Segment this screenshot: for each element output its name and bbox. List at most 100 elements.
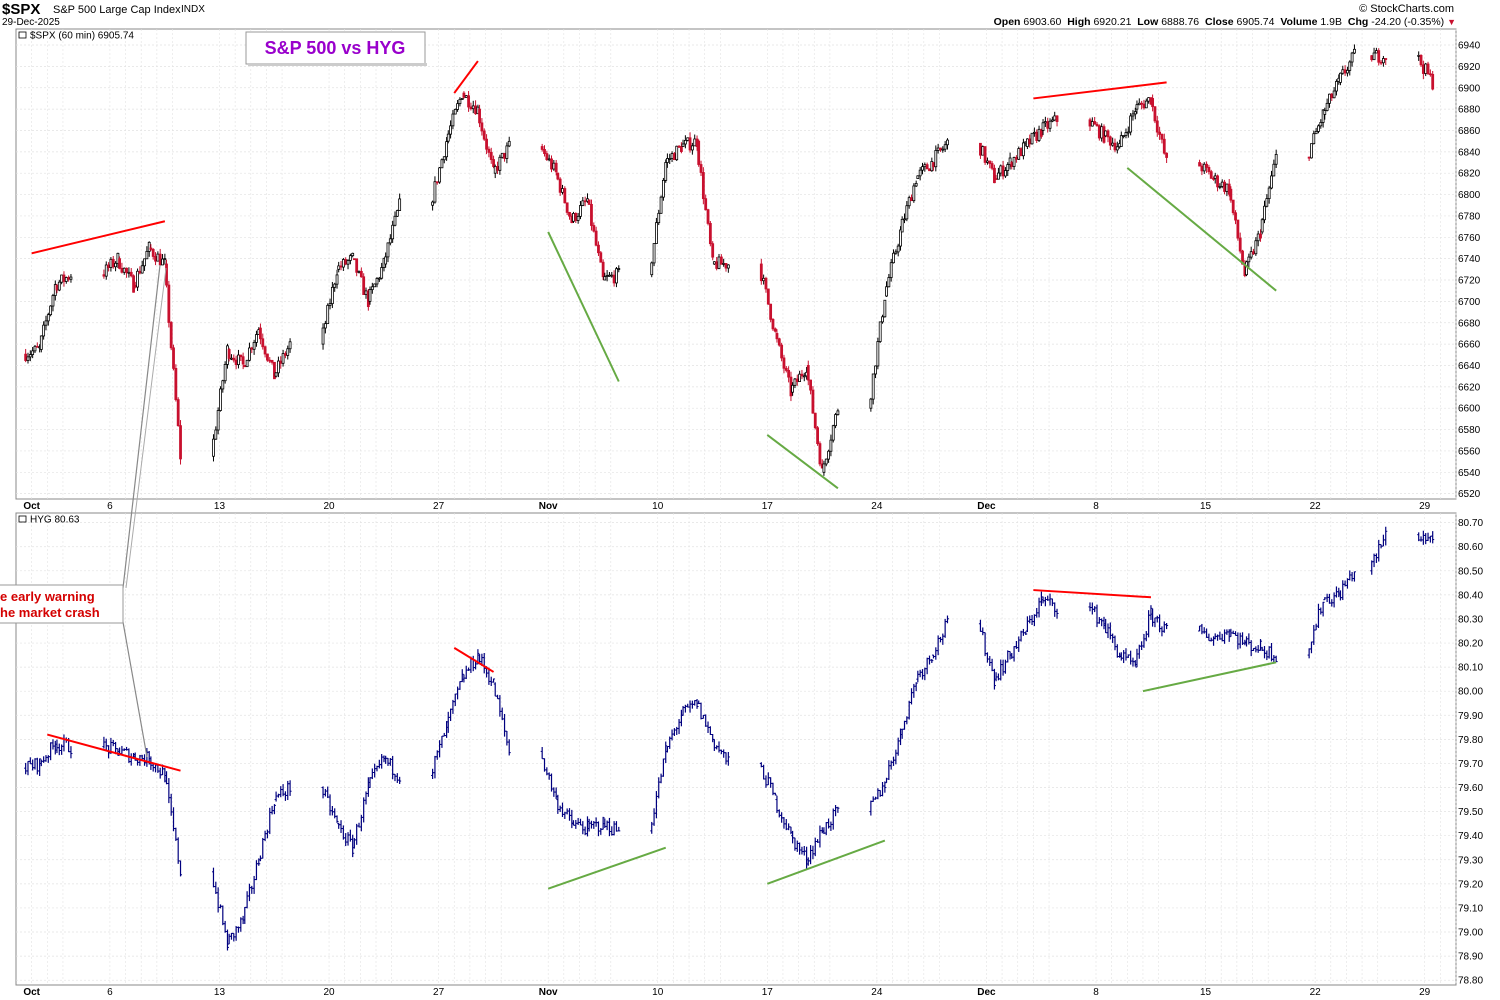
- candle-body: [979, 142, 982, 156]
- candle-body: [701, 172, 705, 200]
- candle-body: [259, 327, 262, 340]
- candle-body: [67, 277, 71, 280]
- candle-body: [690, 145, 694, 151]
- candle-body: [780, 344, 784, 359]
- candle-body: [561, 188, 564, 193]
- candle-body: [1037, 128, 1041, 141]
- price-ytick-label: 6520: [1458, 489, 1481, 500]
- candle-body: [1055, 115, 1059, 122]
- candle-body: [31, 350, 35, 355]
- candle-body: [939, 147, 942, 151]
- candle-body: [1272, 163, 1276, 177]
- candle-body: [1140, 102, 1144, 105]
- candle-body: [498, 156, 502, 171]
- low-label: Low: [1137, 16, 1159, 28]
- candle-body: [125, 267, 128, 274]
- candle-body: [921, 166, 924, 171]
- candle-body: [462, 92, 466, 98]
- candle-body: [1218, 186, 1222, 188]
- candle-body: [827, 450, 830, 460]
- candle-body: [28, 354, 32, 358]
- candle-body: [563, 188, 567, 204]
- candle-body: [1339, 72, 1342, 83]
- chart-title-box: S&P 500 vs HYG: [245, 31, 427, 66]
- candle-body: [1041, 122, 1045, 131]
- candle-body: [554, 162, 558, 173]
- candle-body: [263, 346, 267, 355]
- candle-body: [1142, 103, 1146, 109]
- candle-body: [657, 212, 661, 224]
- hyg-xtick-label: 15: [1200, 987, 1212, 998]
- candle-body: [1263, 205, 1266, 221]
- candle-body: [1025, 138, 1029, 147]
- candle-body: [910, 197, 913, 202]
- hyg-ytick-label: 80.40: [1458, 590, 1483, 601]
- candle-body: [1238, 237, 1242, 252]
- price-xtick-label: 22: [1310, 501, 1322, 512]
- candle-body: [55, 284, 59, 291]
- candle-body: [492, 159, 495, 167]
- candle-body: [111, 258, 115, 268]
- hyg-xtick-label: Nov: [539, 987, 558, 998]
- candle-body: [923, 164, 927, 168]
- candle-body: [688, 137, 692, 151]
- candle-body: [594, 230, 598, 246]
- candle-body: [936, 147, 940, 151]
- candle-body: [581, 200, 585, 206]
- candle-body: [572, 213, 575, 222]
- price-ytick-label: 6720: [1458, 276, 1481, 287]
- candle-body: [1252, 251, 1255, 255]
- price-trendline: [1033, 81, 1167, 100]
- hyg-trendline: [453, 647, 495, 673]
- candle-body: [384, 256, 388, 265]
- candle-body: [104, 264, 108, 277]
- candle-body: [1321, 109, 1325, 123]
- hyg-xtick-label: 20: [323, 987, 335, 998]
- candle-body: [1048, 120, 1052, 129]
- candle-body: [829, 439, 833, 452]
- candle-body: [587, 199, 591, 205]
- candle-body: [1106, 130, 1110, 138]
- candle-body: [1384, 58, 1388, 60]
- candle-body: [172, 347, 175, 369]
- candle-body: [816, 427, 819, 445]
- candle-body: [726, 264, 730, 269]
- candle-body: [1198, 162, 1201, 167]
- candle-body: [1100, 126, 1104, 139]
- candle-body: [44, 320, 48, 326]
- candle-body: [1144, 100, 1148, 109]
- candle-body: [1043, 121, 1047, 124]
- candle-body: [49, 305, 53, 316]
- candle-body: [999, 165, 1003, 174]
- price-ytick-label: 6780: [1458, 211, 1481, 222]
- candle-body: [896, 245, 900, 253]
- candle-body: [373, 283, 377, 288]
- hyg-trendline: [766, 839, 886, 885]
- hyg-ytick-label: 79.90: [1458, 711, 1483, 722]
- candle-body: [769, 303, 773, 320]
- price-xtick-label: Oct: [23, 501, 40, 512]
- price-trendline: [547, 231, 620, 382]
- hyg-xtick-label: 17: [762, 987, 774, 998]
- hyg-ytick-label: 78.80: [1458, 976, 1483, 987]
- candle-body: [241, 356, 245, 365]
- candle-body: [655, 222, 658, 244]
- candle-body: [1428, 73, 1432, 76]
- candle-body: [395, 210, 399, 217]
- candle-body: [1205, 163, 1208, 168]
- candle-body: [793, 378, 797, 386]
- candle-body: [57, 281, 61, 291]
- candle-body: [722, 263, 726, 265]
- hyg-ytick-label: 80.00: [1458, 687, 1483, 698]
- candle-body: [547, 158, 551, 161]
- candle-body: [994, 178, 998, 180]
- candle-body: [615, 268, 618, 284]
- candle-body: [1335, 81, 1338, 92]
- candle-body: [617, 268, 621, 270]
- price-trendline: [1126, 167, 1277, 292]
- candle-body: [1022, 142, 1025, 157]
- candle-body: [809, 379, 812, 391]
- candle-body: [398, 198, 402, 211]
